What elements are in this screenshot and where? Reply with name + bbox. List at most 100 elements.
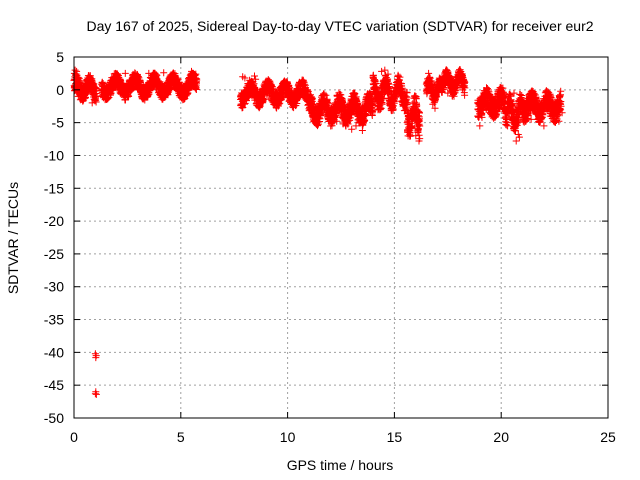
data-point (527, 115, 535, 123)
data-point (252, 75, 260, 83)
y-tick-label: 5 (56, 49, 64, 65)
data-point (192, 86, 200, 93)
data-point (503, 119, 511, 127)
data-point (554, 111, 562, 119)
x-tick-label: 20 (493, 429, 509, 445)
data-point (251, 72, 258, 80)
data-point (348, 125, 356, 133)
data-point (459, 78, 467, 86)
data-point (369, 106, 377, 114)
y-tick-label: -20 (44, 213, 64, 229)
y-tick-label: -45 (44, 377, 64, 393)
data-point (546, 112, 554, 120)
data-point (403, 89, 411, 97)
data-point (92, 84, 100, 92)
data-point (414, 129, 422, 136)
data-point (483, 85, 491, 92)
x-tick-label: 25 (600, 429, 616, 445)
data-point (408, 122, 415, 130)
data-point (352, 122, 360, 130)
data-point (241, 74, 249, 82)
y-axis-label: SDTVAR / TECUs (5, 182, 21, 294)
x-tick-label: 15 (387, 429, 403, 445)
chart-title: Day 167 of 2025, Sidereal Day-to-day VTE… (86, 18, 593, 34)
data-point (416, 109, 423, 117)
data-point (325, 99, 333, 107)
data-point (500, 90, 508, 98)
data-point (396, 73, 404, 81)
data-point (429, 100, 437, 108)
x-tick-label: 0 (70, 429, 78, 445)
data-point (358, 127, 366, 134)
data-point (480, 89, 488, 97)
y-tick-label: -50 (44, 410, 64, 426)
data-point (431, 104, 439, 112)
data-point (188, 67, 195, 75)
data-point (275, 100, 283, 108)
y-tick-label: -5 (52, 115, 65, 131)
data-point (476, 122, 484, 130)
data-point (513, 121, 521, 129)
data-point (373, 86, 381, 94)
x-axis-label: GPS time / hours (287, 457, 394, 473)
data-point (76, 96, 84, 104)
x-tick-label: 10 (280, 429, 296, 445)
x-tick-labels: 0 5 10 15 20 25 (70, 429, 616, 445)
data-point (512, 137, 520, 145)
data-point (378, 100, 386, 108)
data-point (85, 79, 93, 87)
data-point (82, 85, 90, 92)
data-point (413, 103, 421, 111)
data-point (121, 69, 129, 77)
data-point (339, 120, 347, 128)
data-point (92, 352, 100, 360)
data-point (381, 66, 389, 74)
data-point (540, 122, 548, 130)
data-point (558, 109, 566, 117)
data-point (92, 390, 100, 398)
data-point (88, 99, 96, 107)
y-tick-label: -40 (44, 344, 64, 360)
data-point (515, 133, 523, 141)
data-point (416, 122, 424, 130)
y-tick-label: -25 (44, 246, 64, 262)
data-point (193, 79, 200, 87)
plot-frame (73, 56, 609, 419)
data-point (260, 95, 268, 103)
data-point (557, 102, 565, 110)
data-point (415, 137, 423, 145)
data-point (192, 70, 200, 78)
data-points (70, 66, 566, 398)
y-tick-labels: 5 0 -5 -10 -15 -20 -25 -30 -35 -40 -45 -50 (44, 49, 64, 426)
data-point (555, 117, 563, 125)
data-point (500, 88, 507, 96)
x-tick-label: 5 (177, 429, 185, 445)
data-point (440, 76, 447, 84)
axis-ticks (73, 56, 609, 419)
data-point (398, 98, 406, 106)
data-point (403, 99, 411, 107)
data-point (300, 80, 308, 88)
data-point (378, 67, 386, 75)
data-point (510, 89, 518, 97)
y-tick-label: -15 (44, 180, 64, 196)
data-point (238, 94, 246, 102)
data-point (403, 119, 411, 127)
data-point (91, 94, 99, 102)
data-point (79, 91, 86, 99)
data-point (73, 89, 81, 97)
data-point (74, 73, 82, 81)
data-point (389, 105, 397, 113)
data-point (501, 93, 509, 101)
data-point (499, 84, 507, 92)
data-point (71, 66, 79, 74)
y-tick-label: -10 (44, 147, 64, 163)
data-point (461, 84, 469, 92)
data-point (446, 81, 454, 89)
data-point (557, 87, 565, 95)
y-tick-label: 0 (56, 82, 64, 98)
data-point (461, 91, 469, 99)
y-tick-label: -35 (44, 312, 64, 328)
